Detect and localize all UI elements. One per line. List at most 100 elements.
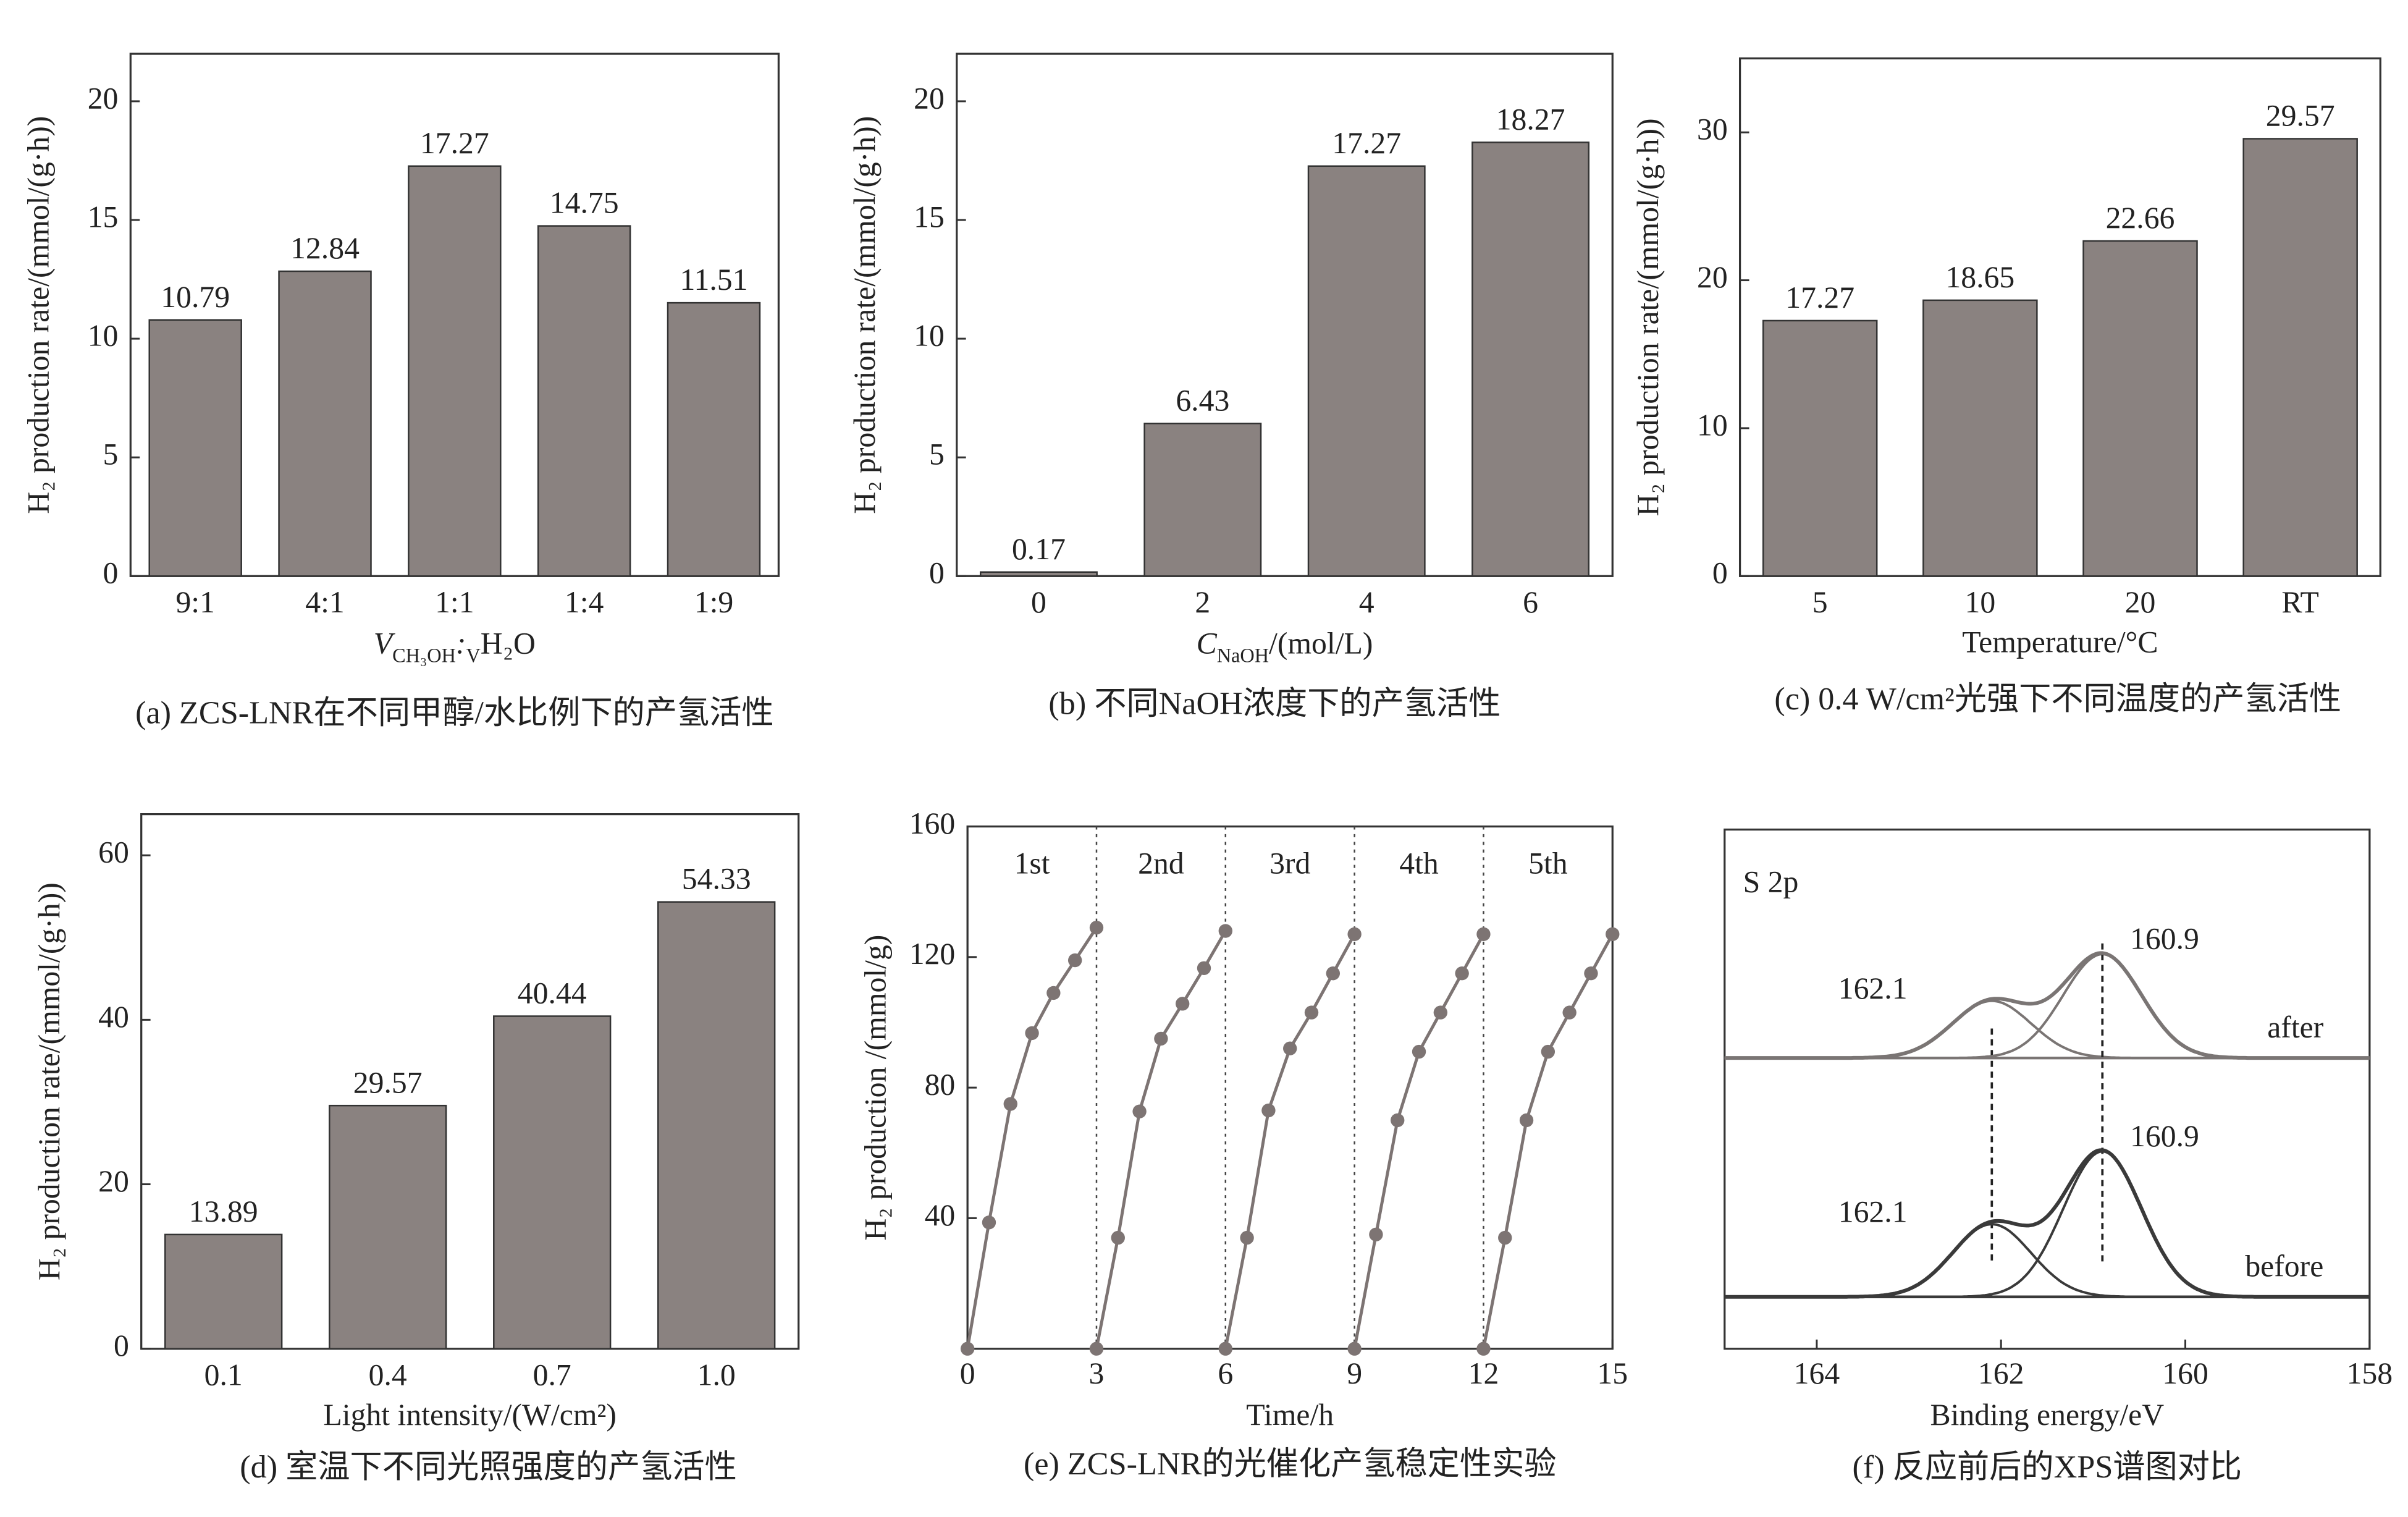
x-tick-label: 6	[1523, 585, 1538, 619]
value-label: 17.27	[1332, 126, 1401, 160]
point	[1283, 1041, 1297, 1055]
y-axis-label: H₂ production rate/(mmol/(g·h))	[1631, 118, 1665, 516]
x-tick-label: 0.1	[204, 1358, 243, 1392]
series-line	[1095, 930, 1227, 1350]
point	[1089, 921, 1104, 935]
bar	[148, 319, 242, 577]
caption: (d) 室温下不同光照强度的产氢活性	[240, 1449, 737, 1485]
peak-label: 162.1	[1838, 1195, 1908, 1229]
point	[1347, 927, 1362, 942]
point	[1218, 924, 1232, 938]
y-tick-label: 10	[88, 319, 119, 353]
bar	[537, 225, 631, 577]
peak-label: 162.1	[1838, 971, 1908, 1005]
plot-frame	[956, 53, 1614, 577]
x-tick-label: 0	[1031, 585, 1046, 619]
y-axis-label: H₂ production /(mmol/g)	[858, 935, 892, 1241]
x-tick-label: 0.4	[369, 1358, 407, 1392]
value-label: 22.66	[2106, 201, 2175, 235]
point	[960, 1342, 975, 1356]
x-tick-label: 4:1	[305, 585, 345, 619]
y-tick-label: 40	[98, 1000, 129, 1034]
y-tick-label: 30	[1697, 112, 1728, 146]
x-axis-label: Light intensity/(W/cm²)	[323, 1398, 617, 1432]
point	[1111, 1230, 1125, 1245]
x-tick-label: 6	[1218, 1356, 1233, 1390]
point	[1369, 1227, 1383, 1242]
y-tick-label: 10	[914, 319, 945, 353]
peak-label: 160.9	[2130, 922, 2199, 956]
value-label: 18.65	[1945, 260, 2014, 294]
bar	[408, 165, 502, 577]
value-label: 29.57	[353, 1065, 423, 1099]
bar	[1471, 142, 1590, 577]
y-tick-label: 15	[914, 200, 945, 234]
bar	[667, 302, 761, 577]
cycle-label: 2nd	[1138, 847, 1184, 881]
value-label: 0.17	[1012, 532, 1066, 566]
y-tick-label: 0	[114, 1329, 129, 1363]
point	[1089, 1342, 1104, 1356]
series-line	[1224, 933, 1356, 1350]
point	[1476, 1342, 1491, 1356]
x-tick-label: 164	[1794, 1356, 1840, 1390]
y-tick-label: 0	[929, 556, 945, 590]
x-axis-label-part: V	[466, 644, 480, 667]
x-tick-label: 162	[1978, 1356, 2024, 1390]
point	[1412, 1044, 1426, 1059]
caption: (e) ZCS-LNR的光催化产氢稳定性实验	[1024, 1446, 1557, 1482]
value-label: 18.27	[1496, 102, 1565, 136]
x-tick-label: 0	[960, 1356, 975, 1390]
caption: (f) 反应前后的XPS谱图对比	[1852, 1449, 2242, 1485]
x-tick-label: RT	[2281, 585, 2319, 619]
point	[1003, 1097, 1017, 1111]
value-label: 17.27	[420, 126, 489, 160]
point	[1218, 1342, 1232, 1356]
peak-label: 160.9	[2130, 1119, 2199, 1153]
point	[1606, 927, 1620, 942]
value-label: 54.33	[682, 862, 751, 896]
cycle-label: 5th	[1528, 847, 1568, 881]
x-tick-label: 4	[1359, 585, 1374, 619]
x-axis-label-part: H₂O	[481, 627, 536, 661]
y-tick-label: 10	[1697, 408, 1728, 442]
bar	[164, 1233, 283, 1350]
point	[1347, 1342, 1362, 1356]
series-label: after	[2267, 1010, 2323, 1044]
envelope	[1724, 951, 2370, 1060]
point	[1433, 1005, 1448, 1020]
value-label: 12.84	[290, 231, 360, 265]
x-tick-label: 3	[1089, 1356, 1105, 1390]
bar	[2242, 138, 2358, 577]
y-tick-label: 0	[103, 556, 119, 590]
plot-frame	[140, 813, 800, 1350]
point	[1197, 961, 1211, 975]
value-label: 17.27	[1785, 281, 1854, 315]
point	[1240, 1230, 1254, 1245]
x-tick-label: 1:9	[694, 585, 734, 619]
point	[1154, 1031, 1168, 1046]
caption: (c) 0.4 W/cm²光强下不同温度的产氢活性	[1774, 681, 2341, 717]
y-tick-label: 20	[914, 81, 945, 115]
caption: (a) ZCS-LNR在不同甲醇/水比例下的产氢活性	[135, 695, 774, 730]
plot-frame	[1724, 828, 2371, 1350]
x-axis-label-part: :	[456, 627, 466, 661]
point	[1455, 966, 1469, 981]
x-tick-label: 12	[1468, 1356, 1499, 1390]
x-tick-label: 2	[1195, 585, 1210, 619]
point	[1176, 997, 1190, 1011]
x-axis-label: Time/h	[1246, 1398, 1334, 1432]
bar	[329, 1104, 447, 1350]
value-label: 11.51	[680, 263, 747, 297]
point	[1541, 1044, 1556, 1059]
bar	[1762, 319, 1878, 577]
y-tick-label: 20	[88, 81, 119, 115]
y-tick-label: 20	[98, 1164, 129, 1198]
y-tick-label: 80	[925, 1068, 956, 1102]
x-tick-label: 15	[1597, 1356, 1628, 1390]
point	[1326, 966, 1341, 981]
x-axis-label-part: V	[374, 627, 396, 661]
point	[1562, 1005, 1577, 1020]
